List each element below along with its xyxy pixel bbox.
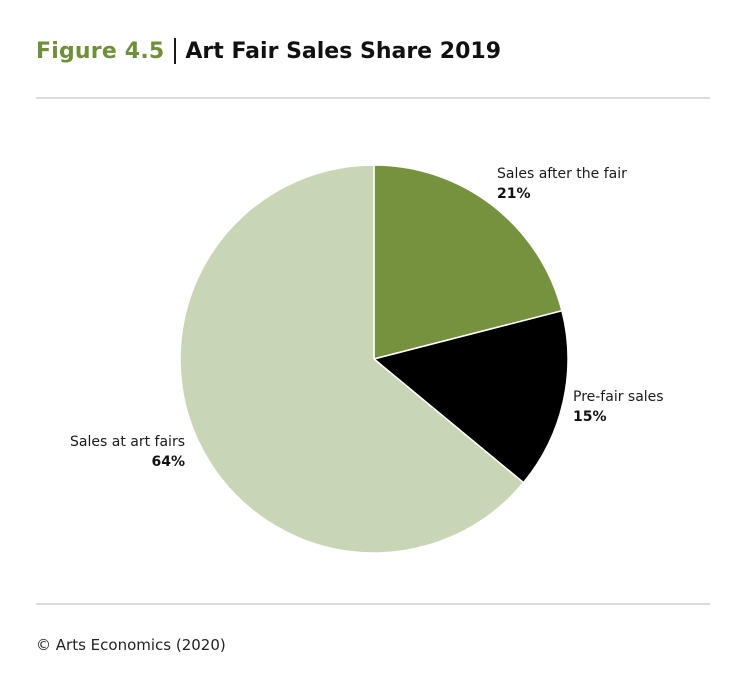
source-note: © Arts Economics (2020) — [36, 636, 226, 654]
label-after-name: Sales after the fair — [497, 166, 627, 182]
label-at-value: 64% — [151, 454, 185, 470]
bottom-divider — [36, 603, 710, 605]
pie-slice-pre-fair — [372, 309, 569, 484]
pie-slice-after-fair — [373, 164, 563, 360]
pie-slice-at-fairs — [179, 164, 525, 554]
top-divider — [36, 97, 710, 99]
label-at-name: Sales at art fairs — [70, 434, 185, 450]
pie-slices — [179, 164, 569, 554]
figure-title: Figure 4.5 Art Fair Sales Share 2019 — [36, 34, 501, 68]
chart-title: Art Fair Sales Share 2019 — [185, 38, 501, 64]
label-after-value: 21% — [497, 186, 531, 202]
label-pre-value: 15% — [573, 409, 607, 425]
figure-number: Figure 4.5 — [36, 38, 165, 64]
label-pre-name: Pre-fair sales — [573, 389, 664, 405]
title-separator — [174, 38, 177, 64]
pie-labels: Sales after the fair 21% Pre-fair sales 15%… — [70, 166, 664, 470]
